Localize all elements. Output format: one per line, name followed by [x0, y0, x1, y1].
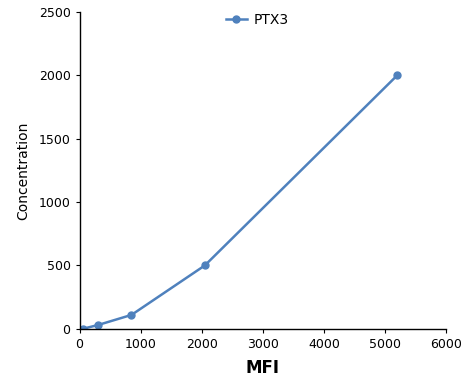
PTX3 — [394, 73, 400, 78]
Legend: PTX3: PTX3 — [226, 13, 289, 27]
PTX3 — [95, 323, 101, 327]
PTX3 — [129, 312, 134, 317]
Y-axis label: Concentration: Concentration — [16, 121, 30, 220]
X-axis label: MFI: MFI — [246, 359, 280, 377]
PTX3 — [202, 263, 208, 268]
Line: PTX3: PTX3 — [79, 72, 401, 332]
PTX3 — [80, 327, 85, 331]
